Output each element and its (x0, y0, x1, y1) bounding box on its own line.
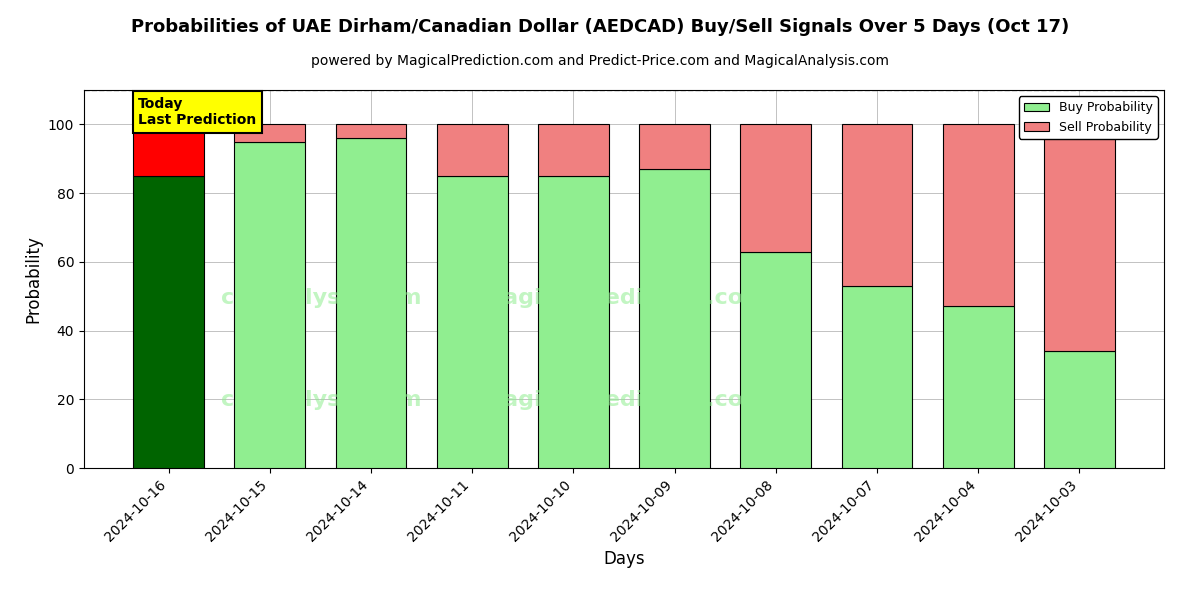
X-axis label: Days: Days (604, 550, 644, 568)
Bar (1044, 124, 1115, 351)
Bar (1044, 351, 1115, 468)
Bar (740, 124, 811, 251)
Bar (437, 124, 508, 176)
Bar (538, 124, 608, 176)
Text: calAnalysis.com: calAnalysis.com (221, 288, 422, 308)
Text: Probabilities of UAE Dirham/Canadian Dollar (AEDCAD) Buy/Sell Signals Over 5 Day: Probabilities of UAE Dirham/Canadian Dol… (131, 18, 1069, 36)
Bar (640, 169, 710, 468)
Text: MagicalPrediction.com: MagicalPrediction.com (481, 390, 767, 410)
Y-axis label: Probability: Probability (24, 235, 42, 323)
Bar (943, 307, 1014, 468)
Bar (133, 124, 204, 176)
Text: Today
Last Prediction: Today Last Prediction (138, 97, 257, 127)
Bar (640, 124, 710, 169)
Bar (234, 142, 305, 468)
Bar (943, 124, 1014, 307)
Bar (336, 124, 407, 138)
Text: calAnalysis.com: calAnalysis.com (221, 390, 422, 410)
Bar (841, 124, 912, 286)
Bar (133, 176, 204, 468)
Bar (437, 176, 508, 468)
Bar (538, 176, 608, 468)
Bar (740, 251, 811, 468)
Bar (841, 286, 912, 468)
Legend: Buy Probability, Sell Probability: Buy Probability, Sell Probability (1019, 96, 1158, 139)
Bar (336, 138, 407, 468)
Text: MagicalPrediction.com: MagicalPrediction.com (481, 288, 767, 308)
Text: powered by MagicalPrediction.com and Predict-Price.com and MagicalAnalysis.com: powered by MagicalPrediction.com and Pre… (311, 54, 889, 68)
Bar (234, 124, 305, 142)
